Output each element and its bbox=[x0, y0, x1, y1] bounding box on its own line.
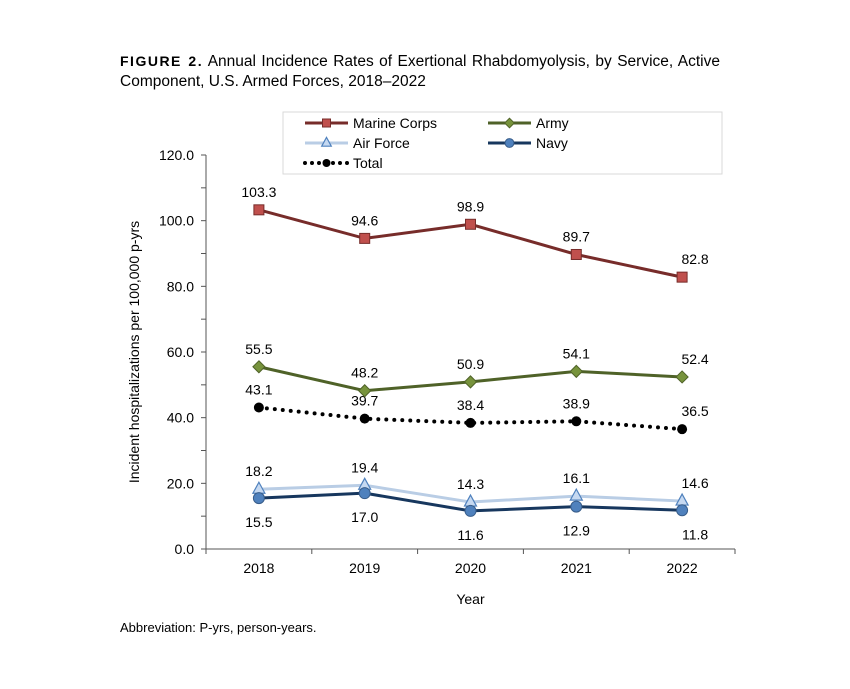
legend: Marine Corps Army Air Force Navy Total bbox=[282, 111, 723, 175]
y-tick-label: 0.0 bbox=[175, 541, 195, 557]
data-point-marine-corps bbox=[359, 232, 371, 244]
data-label-army: 50.9 bbox=[457, 356, 484, 372]
series-line-total bbox=[256, 405, 685, 432]
figure-title: FIGURE 2. Annual Incidence Rates of Exer… bbox=[120, 51, 720, 92]
data-label-air-force: 14.3 bbox=[457, 476, 484, 492]
data-label-air-force: 14.6 bbox=[681, 475, 708, 491]
data-point-navy bbox=[570, 500, 583, 513]
legend-item-navy: Navy bbox=[488, 135, 568, 151]
y-tick-label: 40.0 bbox=[167, 410, 194, 426]
data-point-total bbox=[465, 417, 476, 428]
data-label-total: 39.7 bbox=[351, 393, 378, 409]
data-label-army: 52.4 bbox=[681, 351, 708, 367]
legend-label-total: Total bbox=[353, 155, 383, 171]
legend-label-navy: Navy bbox=[536, 135, 568, 151]
data-label-army: 54.1 bbox=[563, 345, 590, 361]
data-label-navy: 17.0 bbox=[351, 509, 378, 525]
x-tick-label: 2020 bbox=[455, 560, 486, 576]
abbreviation-note: Abbreviation: P-yrs, person-years. bbox=[120, 620, 317, 635]
legend-marker-total bbox=[322, 159, 331, 167]
series-marine-corps: 103.3 94.6 98.9 89.7 82.8 bbox=[241, 184, 709, 283]
data-point-army bbox=[252, 360, 266, 374]
legend-marker-marine-corps bbox=[322, 118, 331, 128]
data-label-air-force: 18.2 bbox=[245, 463, 272, 479]
series-navy: 15.5 17.0 11.6 12.9 11.8 bbox=[245, 487, 708, 543]
series-army: 55.5 48.2 50.9 54.1 52.4 bbox=[245, 341, 709, 398]
data-point-air-force bbox=[569, 487, 584, 501]
legend-label-army: Army bbox=[536, 115, 569, 131]
y-tick-label: 20.0 bbox=[167, 475, 194, 491]
data-label-total: 38.4 bbox=[457, 397, 484, 413]
data-point-marine-corps bbox=[253, 204, 265, 216]
data-point-marine-corps bbox=[570, 248, 582, 260]
data-point-marine-corps bbox=[465, 218, 476, 230]
data-point-total bbox=[571, 416, 582, 427]
legend-label-air-force: Air Force bbox=[353, 135, 410, 151]
y-tick-label: 60.0 bbox=[167, 344, 194, 360]
data-label-air-force: 16.1 bbox=[563, 470, 590, 486]
legend-item-total: Total bbox=[303, 155, 383, 171]
legend-item-air-force: Air Force bbox=[305, 135, 410, 151]
data-label-total: 36.5 bbox=[681, 403, 708, 419]
data-label-air-force: 19.4 bbox=[351, 459, 378, 475]
figure-label: FIGURE 2. bbox=[120, 53, 204, 69]
data-point-total bbox=[253, 402, 264, 413]
x-tick-label: 2021 bbox=[561, 560, 592, 576]
data-point-navy bbox=[676, 504, 689, 517]
data-label-marine-corps: 94.6 bbox=[351, 212, 378, 228]
data-label-marine-corps: 89.7 bbox=[563, 228, 590, 244]
y-tick-label: 80.0 bbox=[167, 278, 194, 294]
x-tick-label: 2019 bbox=[349, 560, 380, 576]
legend-marker-air-force bbox=[320, 136, 333, 147]
legend-marker-navy bbox=[504, 138, 515, 148]
legend-label-marine-corps: Marine Corps bbox=[353, 115, 437, 131]
data-point-navy bbox=[464, 504, 477, 517]
data-point-total bbox=[359, 413, 370, 424]
legend-item-army: Army bbox=[488, 115, 569, 131]
x-tick-label: 2022 bbox=[667, 560, 698, 576]
x-tick-label: 2018 bbox=[243, 560, 274, 576]
data-label-total: 38.9 bbox=[563, 395, 590, 411]
y-axis-title: Incident hospitalizations per 100,000 p-… bbox=[126, 221, 142, 483]
data-point-navy bbox=[252, 492, 265, 505]
y-tick-label: 120.0 bbox=[159, 147, 194, 163]
data-point-navy bbox=[358, 487, 371, 500]
data-label-army: 48.2 bbox=[351, 365, 378, 381]
chart-title: Annual Incidence Rates of Exertional Rha… bbox=[120, 53, 720, 90]
series-total: 43.1 39.7 38.4 38.9 36.5 bbox=[245, 381, 709, 435]
data-label-navy: 12.9 bbox=[563, 523, 590, 539]
data-point-army bbox=[463, 375, 478, 389]
data-point-total bbox=[677, 424, 688, 435]
data-label-marine-corps: 82.8 bbox=[681, 251, 708, 267]
data-label-navy: 11.6 bbox=[457, 527, 483, 543]
y-tick-label: 100.0 bbox=[159, 213, 194, 229]
data-label-navy: 15.5 bbox=[245, 514, 272, 530]
data-label-army: 55.5 bbox=[245, 341, 272, 357]
series-air-force: 18.2 19.4 14.3 16.1 14.6 bbox=[245, 459, 709, 507]
data-label-navy: 11.8 bbox=[682, 526, 708, 542]
data-point-army bbox=[675, 370, 689, 384]
data-point-army bbox=[569, 364, 584, 379]
data-point-army bbox=[357, 384, 372, 398]
data-label-total: 43.1 bbox=[245, 381, 272, 397]
x-axis-title: Year bbox=[456, 591, 485, 607]
data-label-marine-corps: 98.9 bbox=[457, 198, 484, 214]
legend-marker-army bbox=[503, 117, 516, 129]
legend-item-marine-corps: Marine Corps bbox=[305, 115, 437, 131]
data-point-marine-corps bbox=[676, 271, 688, 283]
data-label-marine-corps: 103.3 bbox=[241, 184, 276, 200]
